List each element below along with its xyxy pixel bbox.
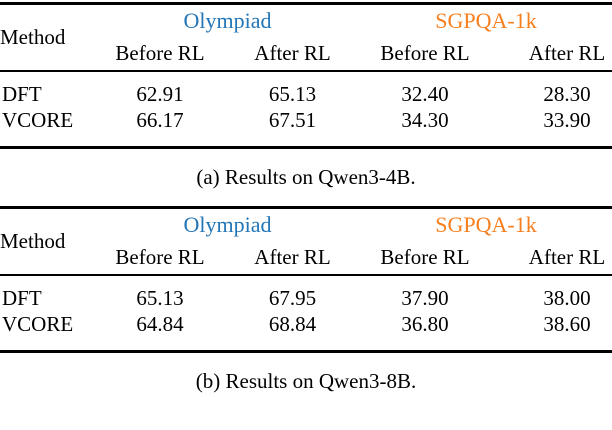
subheader-olympiad-before-rl: Before RL <box>95 241 225 277</box>
table-row-vcore: VCORE 66.17 67.51 34.30 33.90 <box>0 107 612 148</box>
group-header-olympiad: Olympiad <box>183 212 272 238</box>
value-cell: 34.30 <box>401 107 449 132</box>
value-cell: 28.30 <box>543 81 591 106</box>
subheader-olympiad-after-rl: After RL <box>225 37 360 72</box>
group-header-row: Method Olympiad SGPQA-1k <box>0 3 612 72</box>
method-cell: DFT <box>2 285 42 310</box>
table-caption-a: (a) Results on Qwen3-4B. <box>196 165 416 189</box>
value-cell: 32.40 <box>401 81 449 106</box>
subheader-sgpqa-before-rl: Before RL <box>360 37 490 72</box>
value-cell: 64.84 <box>136 311 184 336</box>
table-caption-b: (b) Results on Qwen3-8B. <box>195 369 417 394</box>
value-cell: 38.00 <box>543 285 591 310</box>
results-table-a-grid: Method Olympiad SGPQA-1k Before RL After… <box>0 2 612 149</box>
group-header-olympiad: Olympiad <box>183 8 272 33</box>
subheader-row: Before RL After RL Before RL After RL <box>0 241 612 277</box>
value-cell: 67.95 <box>268 285 317 310</box>
value-cell: 62.91 <box>136 81 184 106</box>
subheader-row: Before RL After RL Before RL After RL <box>0 37 612 72</box>
value-cell: 67.51 <box>268 107 317 132</box>
table-row-vcore: VCORE 64.84 68.84 36.80 38.60 <box>0 311 612 352</box>
results-table-b: Method Olympiad SGPQA-1k Before RL After… <box>0 206 612 393</box>
value-cell: 65.13 <box>136 285 184 310</box>
value-cell: 38.60 <box>543 311 591 336</box>
value-cell: 37.90 <box>401 285 449 310</box>
value-cell: 65.13 <box>268 81 317 106</box>
method-column-header: Method <box>0 3 95 72</box>
group-header-sgpqa: SGPQA-1k <box>435 212 537 238</box>
method-cell: VCORE <box>2 311 74 336</box>
subheader-sgpqa-after-rl: After RL <box>490 37 612 72</box>
subheader-olympiad-before-rl: Before RL <box>95 37 225 72</box>
table-row-dft: DFT 65.13 67.95 37.90 38.00 <box>0 275 612 311</box>
value-cell: 36.80 <box>401 311 449 336</box>
value-cell: 68.84 <box>268 311 317 336</box>
subheader-sgpqa-before-rl: Before RL <box>360 241 490 277</box>
value-cell: 66.17 <box>136 107 184 132</box>
value-cell: 33.90 <box>543 107 591 132</box>
subheader-olympiad-after-rl: After RL <box>225 241 360 277</box>
method-column-header: Method <box>0 207 95 277</box>
subheader-sgpqa-after-rl: After RL <box>490 241 612 277</box>
results-table-b-grid: Method Olympiad SGPQA-1k Before RL After… <box>0 206 612 354</box>
group-header-row: Method Olympiad SGPQA-1k <box>0 207 612 277</box>
method-cell: VCORE <box>2 107 74 132</box>
group-header-sgpqa: SGPQA-1k <box>435 8 537 33</box>
results-table-a: Method Olympiad SGPQA-1k Before RL After… <box>0 0 612 189</box>
method-cell: DFT <box>2 81 42 106</box>
table-row-dft: DFT 62.91 65.13 32.40 28.30 <box>0 71 612 107</box>
